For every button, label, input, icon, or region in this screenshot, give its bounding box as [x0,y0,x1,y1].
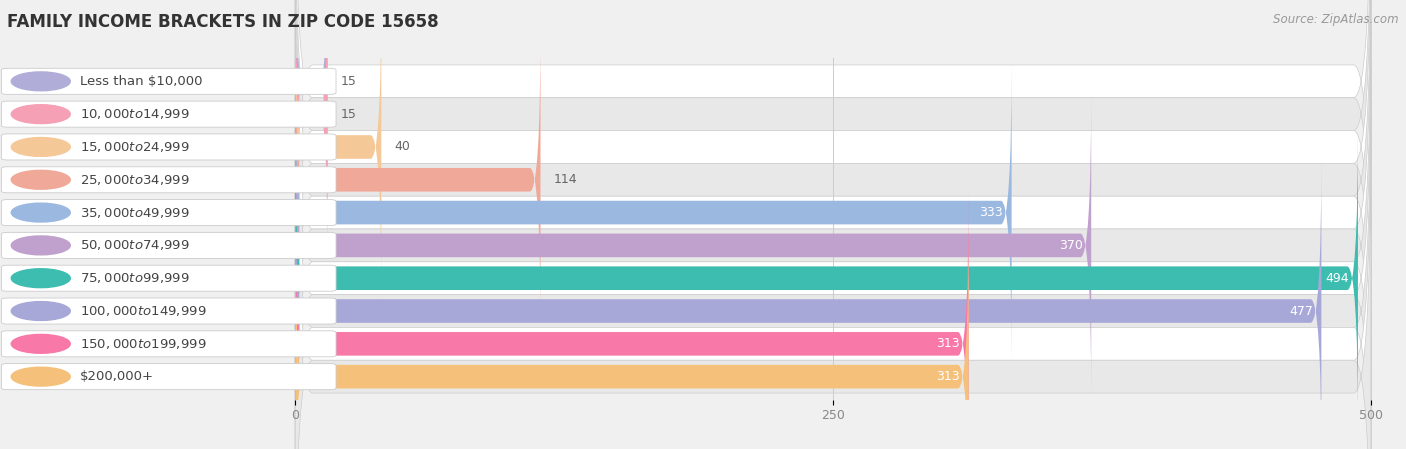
FancyBboxPatch shape [295,60,1011,365]
Text: Less than $10,000: Less than $10,000 [80,75,202,88]
FancyBboxPatch shape [295,131,1371,449]
Text: Source: ZipAtlas.com: Source: ZipAtlas.com [1274,13,1399,26]
Text: $50,000 to $74,999: $50,000 to $74,999 [80,238,190,252]
FancyBboxPatch shape [295,0,1371,426]
Text: $35,000 to $49,999: $35,000 to $49,999 [80,206,190,220]
Text: $15,000 to $24,999: $15,000 to $24,999 [80,140,190,154]
Text: $25,000 to $34,999: $25,000 to $34,999 [80,173,190,187]
FancyBboxPatch shape [295,159,1322,449]
Text: $200,000+: $200,000+ [80,370,155,383]
Text: 114: 114 [554,173,576,186]
Text: $10,000 to $14,999: $10,000 to $14,999 [80,107,190,121]
Text: FAMILY INCOME BRACKETS IN ZIP CODE 15658: FAMILY INCOME BRACKETS IN ZIP CODE 15658 [7,13,439,31]
Text: $75,000 to $99,999: $75,000 to $99,999 [80,271,190,285]
Text: 40: 40 [394,141,411,154]
Text: 313: 313 [936,337,960,350]
Text: 477: 477 [1289,304,1313,317]
FancyBboxPatch shape [295,32,1371,449]
FancyBboxPatch shape [295,65,1371,449]
FancyBboxPatch shape [295,126,1358,431]
Text: 370: 370 [1059,239,1083,252]
FancyBboxPatch shape [295,0,1371,327]
Text: $100,000 to $149,999: $100,000 to $149,999 [80,304,207,318]
FancyBboxPatch shape [295,0,328,233]
Text: 15: 15 [340,108,356,121]
FancyBboxPatch shape [295,0,1371,360]
Text: 15: 15 [340,75,356,88]
FancyBboxPatch shape [295,0,328,266]
FancyBboxPatch shape [295,224,969,449]
FancyBboxPatch shape [295,0,1371,449]
Text: 494: 494 [1326,272,1350,285]
FancyBboxPatch shape [295,192,969,449]
FancyBboxPatch shape [295,27,540,332]
FancyBboxPatch shape [295,0,1371,449]
Text: 333: 333 [980,206,1002,219]
FancyBboxPatch shape [295,98,1371,449]
FancyBboxPatch shape [295,0,381,299]
Text: 313: 313 [936,370,960,383]
FancyBboxPatch shape [295,0,1371,393]
Text: $150,000 to $199,999: $150,000 to $199,999 [80,337,207,351]
FancyBboxPatch shape [295,93,1091,398]
